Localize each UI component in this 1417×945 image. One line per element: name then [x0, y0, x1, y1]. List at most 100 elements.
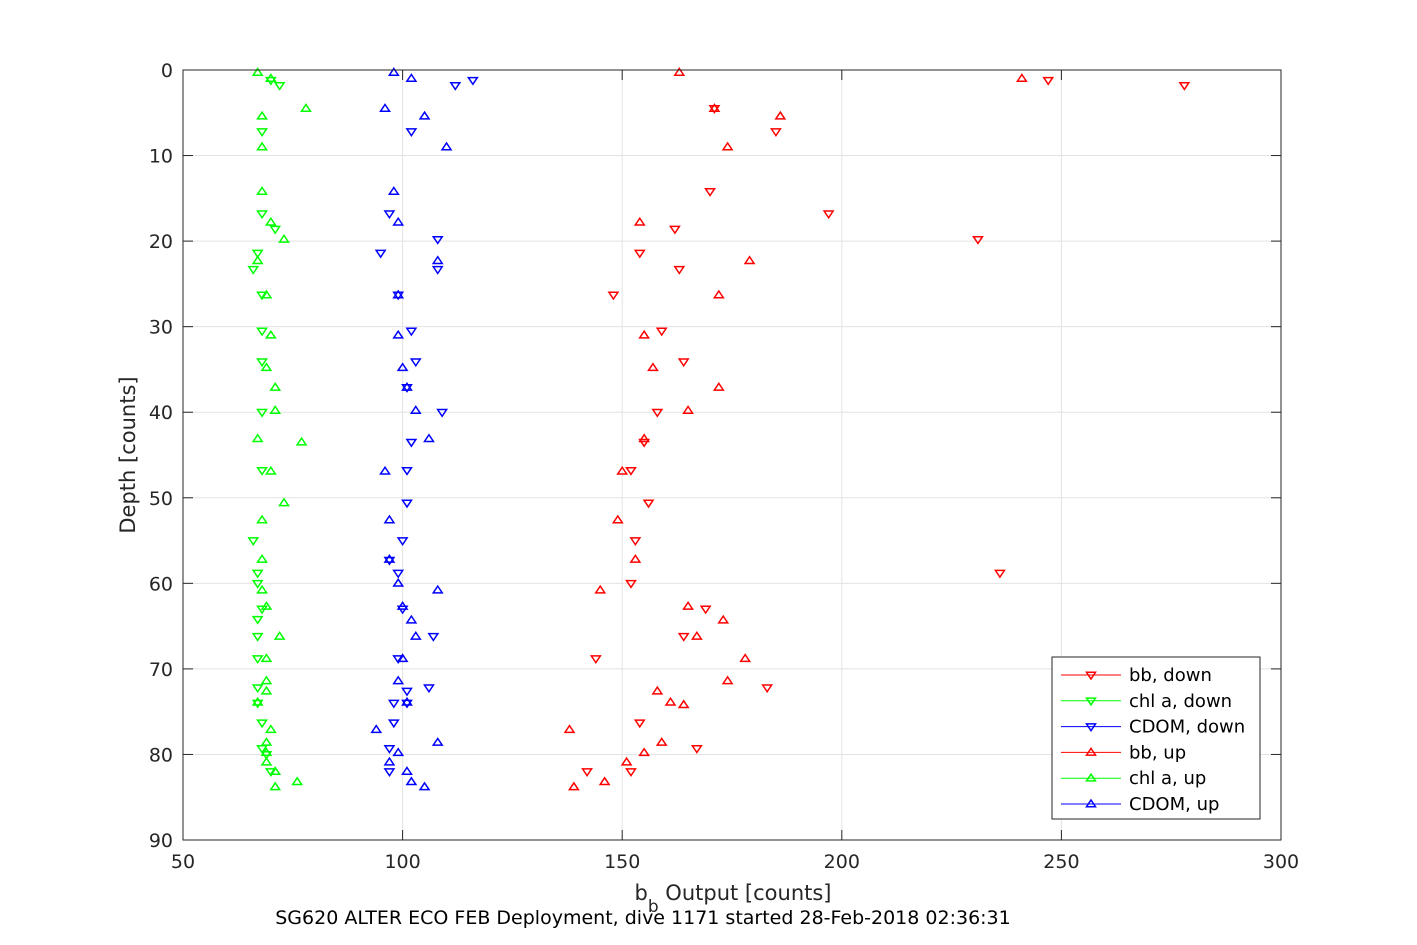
series-2 — [374, 76, 479, 777]
data-point — [291, 776, 304, 786]
data-point — [383, 553, 396, 563]
data-point — [260, 737, 273, 746]
data-point — [431, 235, 444, 245]
data-point — [405, 776, 418, 786]
data-point — [594, 584, 607, 594]
data-point — [383, 556, 396, 566]
data-point — [712, 382, 725, 391]
legend-entry: chl a, down — [1061, 691, 1232, 712]
data-point — [392, 577, 405, 587]
data-point — [260, 756, 273, 766]
data-point — [269, 382, 282, 391]
legend-marker — [1085, 798, 1097, 808]
data-point — [392, 675, 405, 685]
series-5 — [370, 67, 453, 791]
data-point — [682, 405, 694, 414]
data-point — [251, 579, 264, 589]
data-point — [712, 289, 725, 299]
x-tick-label: 150 — [604, 851, 640, 873]
data-point — [260, 747, 273, 757]
data-point — [440, 141, 453, 151]
data-point — [405, 73, 418, 83]
data-point — [673, 67, 686, 77]
data-point — [409, 405, 422, 414]
data-point — [273, 630, 286, 640]
data-point — [278, 233, 290, 243]
data-point — [392, 655, 405, 665]
data-point — [739, 653, 752, 663]
data-point — [616, 465, 629, 475]
data-point — [392, 747, 405, 757]
data-point — [264, 329, 277, 339]
data-point — [260, 362, 273, 372]
y-tick-label: 60 — [149, 573, 173, 595]
data-point — [431, 255, 444, 265]
data-point — [638, 433, 651, 443]
data-point — [431, 584, 444, 594]
data-point — [449, 81, 462, 91]
data-point — [690, 630, 703, 640]
data-point — [260, 675, 273, 685]
data-point — [401, 766, 413, 776]
data-point — [651, 408, 664, 418]
legend-label: chl a, down — [1129, 691, 1232, 712]
data-point — [690, 745, 703, 754]
y-tick-label: 40 — [149, 402, 173, 424]
y-tick-label: 50 — [149, 488, 173, 510]
legend-label: CDOM, down — [1129, 717, 1245, 738]
data-point — [405, 128, 418, 138]
data-point — [436, 408, 449, 418]
data-point — [392, 216, 405, 226]
legend-marker — [1085, 746, 1097, 756]
data-point — [589, 655, 602, 665]
data-point — [256, 358, 268, 368]
data-point — [972, 235, 984, 245]
data-point — [251, 696, 264, 706]
data-point — [581, 768, 593, 777]
data-point — [704, 188, 716, 197]
data-point — [638, 329, 651, 339]
data-point — [392, 329, 405, 339]
data-point — [278, 497, 290, 507]
data-point — [260, 289, 273, 299]
data-point — [256, 110, 268, 120]
data-point — [251, 249, 264, 259]
x-axis-label-main: b — [634, 881, 647, 905]
data-point — [717, 614, 730, 624]
data-point — [563, 724, 576, 734]
data-point — [655, 327, 668, 337]
data-point — [633, 249, 646, 259]
axes-box — [182, 69, 1282, 841]
data-point — [383, 514, 396, 524]
data-point — [1015, 73, 1028, 83]
data-point — [260, 601, 273, 610]
y-tick-label: 10 — [149, 146, 173, 168]
legend-entry: bb, up — [1061, 742, 1186, 763]
data-point — [677, 699, 690, 709]
data-point — [721, 141, 734, 151]
data-point — [396, 601, 409, 610]
data-point — [256, 584, 268, 594]
data-markers — [247, 67, 1191, 791]
data-point — [418, 781, 431, 791]
data-point — [396, 653, 409, 663]
x-axis-label: bb Output [counts] — [634, 881, 831, 917]
data-point — [256, 553, 268, 563]
data-point — [673, 265, 686, 275]
data-point — [743, 255, 756, 265]
data-point — [264, 724, 277, 734]
data-point — [401, 699, 413, 709]
y-tick-label: 30 — [149, 317, 173, 339]
x-axis-label-subscript: b — [648, 897, 659, 917]
data-point — [677, 632, 690, 642]
legend-label: bb, up — [1129, 742, 1186, 763]
data-point — [251, 433, 264, 443]
data-point — [383, 210, 396, 220]
data-point — [264, 216, 277, 226]
legend-entry: bb, down — [1061, 665, 1212, 686]
x-tick-label: 50 — [171, 851, 195, 873]
data-point — [251, 632, 264, 642]
data-point — [822, 210, 835, 220]
data-point — [567, 781, 580, 791]
data-point — [401, 499, 413, 509]
